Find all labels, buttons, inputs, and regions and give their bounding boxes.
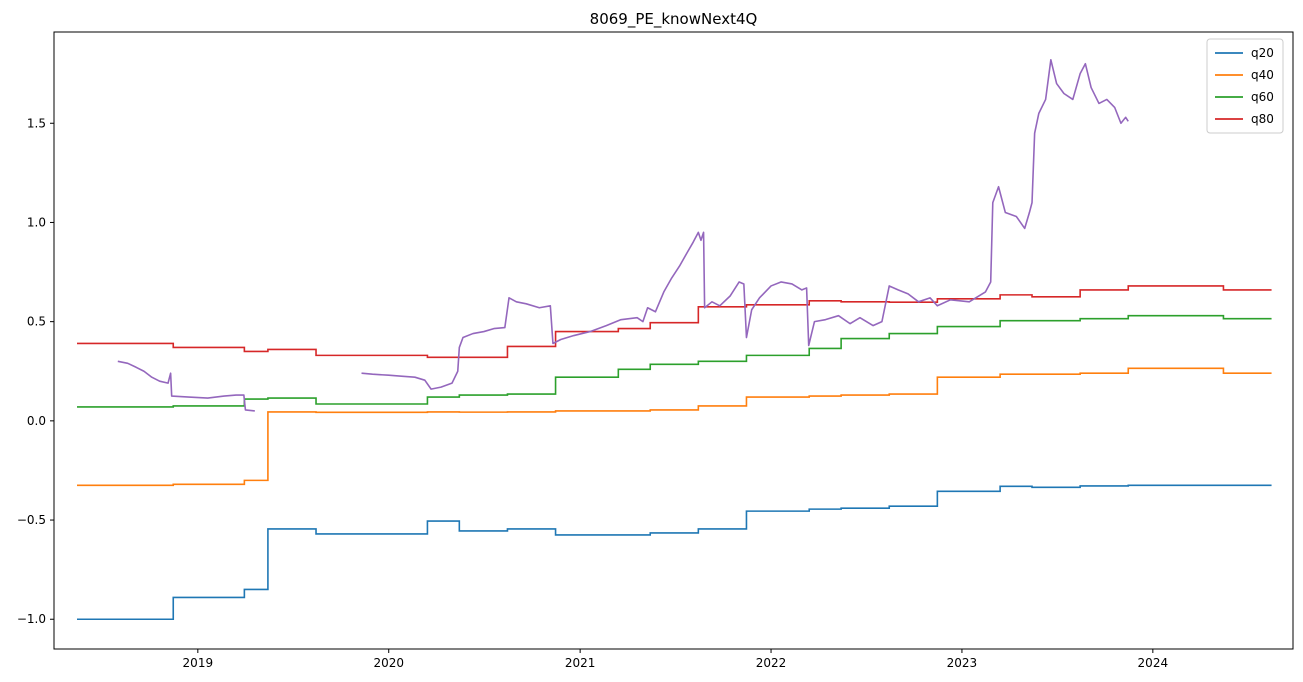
series-line-price	[361, 58, 1129, 390]
y-tick-label: −0.5	[17, 513, 46, 527]
series-line-q60	[77, 314, 1272, 408]
x-axis: 2019 2020 2021 2022 2023 2024	[183, 649, 1169, 670]
x-tick-label: 2021	[565, 656, 596, 670]
y-tick-label: 1.5	[27, 116, 46, 130]
x-tick-label: 2019	[183, 656, 214, 670]
y-tick-label: 0.5	[27, 315, 46, 329]
legend-box	[1206, 38, 1284, 134]
series-line-price	[117, 360, 255, 412]
x-tick-label: 2023	[947, 656, 978, 670]
series-line-q20	[77, 484, 1272, 621]
y-axis: −1.0 −0.5 0.0 0.5 1.0 1.5	[17, 116, 54, 626]
x-tick-label: 2022	[756, 656, 787, 670]
x-tick-label: 2020	[373, 656, 404, 670]
legend: q20 q40 q60 q80	[1206, 38, 1284, 134]
chart-title: 8069_PE_knowNext4Q	[590, 10, 758, 29]
y-tick-label: 1.0	[27, 215, 46, 229]
plot-frame	[53, 31, 1294, 650]
legend-label: q80	[1251, 112, 1274, 126]
series-line-q80	[77, 285, 1272, 359]
y-tick-label: −1.0	[17, 612, 46, 626]
legend-label: q20	[1251, 46, 1274, 60]
y-tick-label: 0.0	[27, 414, 46, 428]
legend-label: q60	[1251, 90, 1274, 104]
series-line-q40	[77, 367, 1272, 487]
legend-label: q40	[1251, 68, 1274, 82]
series-layer	[77, 58, 1272, 621]
x-tick-label: 2024	[1138, 656, 1169, 670]
